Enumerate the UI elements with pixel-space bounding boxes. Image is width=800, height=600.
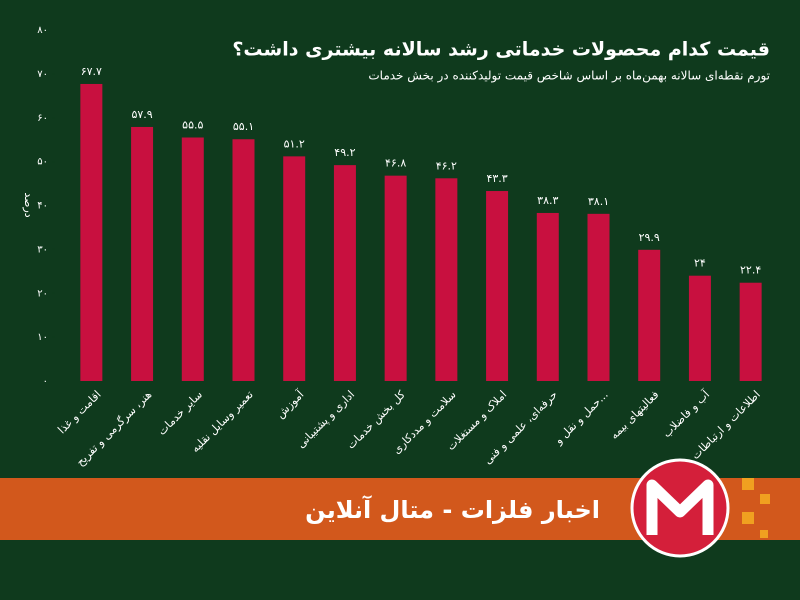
y-tick-label: ۸۰ (37, 25, 48, 36)
y-tick-label: ۱۰ (37, 332, 48, 343)
bar (587, 213, 610, 381)
value-label: ۵۵.۱ (233, 120, 254, 133)
y-axis-label: درصد (22, 192, 35, 217)
value-label: ۵۷.۹ (131, 108, 152, 121)
value-label: ۳۸.۱ (588, 195, 609, 208)
y-tick-label: ۴۰ (37, 201, 48, 212)
value-label: ۴۳.۳ (486, 172, 507, 185)
y-tick-label: ۷۰ (37, 69, 48, 80)
value-label: ۲۲.۴ (740, 264, 761, 277)
value-label: ۵۱.۲ (284, 137, 305, 150)
y-tick-label: ۲۰ (37, 288, 48, 299)
bar (739, 282, 762, 381)
bar (536, 212, 559, 381)
value-label: ۴۹.۲ (334, 146, 355, 159)
bar (333, 165, 356, 381)
y-tick-label: ۳۰ (37, 244, 48, 255)
bar (232, 139, 255, 381)
value-label: ۵۵.۵ (182, 118, 203, 131)
value-label: ۴۶.۲ (436, 159, 457, 172)
bar (80, 83, 103, 381)
chart-subtitle: تورم نقطه‌ای سالانه بهمن‌ماه بر اساس شاخ… (368, 69, 770, 84)
value-label: ۲۴ (694, 257, 706, 270)
bar (384, 175, 407, 381)
value-label: ۳۸.۳ (537, 194, 558, 207)
bar (638, 249, 661, 381)
bar (181, 137, 204, 381)
logo (630, 458, 770, 558)
value-label: ۴۶.۸ (385, 157, 406, 170)
bar (283, 156, 306, 381)
y-tick-label: ۰ (43, 376, 48, 387)
banner-text: اخبار فلزات - متال آنلاین (305, 495, 600, 524)
value-label: ۶۷.۷ (81, 65, 102, 78)
value-label: ۲۹.۹ (639, 231, 660, 244)
chart-title: قیمت کدام محصولات خدماتی رشد سالانه بیشت… (232, 39, 770, 61)
bar (131, 126, 154, 382)
bar (435, 178, 458, 381)
y-tick-label: ۶۰ (37, 113, 48, 124)
bar (688, 275, 711, 381)
y-tick-label: ۵۰ (37, 157, 48, 168)
bar (486, 191, 509, 381)
